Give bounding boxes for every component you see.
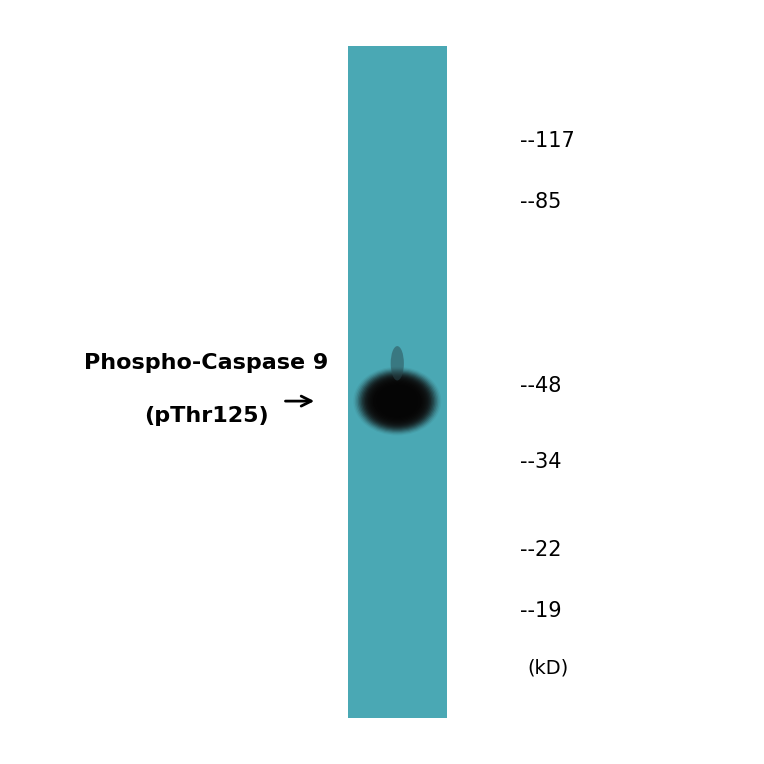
Text: --19: --19 [520,601,561,621]
Ellipse shape [372,381,422,421]
Ellipse shape [354,367,442,435]
Ellipse shape [377,385,418,417]
Ellipse shape [369,379,426,423]
Text: --48: --48 [520,376,561,396]
Ellipse shape [361,372,434,430]
Ellipse shape [374,383,421,419]
Text: --85: --85 [520,193,561,212]
Ellipse shape [390,346,404,380]
Ellipse shape [356,369,439,433]
Text: (pThr125): (pThr125) [144,406,269,426]
Ellipse shape [359,371,435,431]
Ellipse shape [364,374,431,428]
Ellipse shape [358,370,437,432]
Ellipse shape [367,377,428,426]
Text: (kD): (kD) [527,659,568,678]
Ellipse shape [378,386,416,416]
Ellipse shape [373,386,422,416]
Ellipse shape [354,367,440,435]
Ellipse shape [371,380,424,422]
Ellipse shape [381,388,413,414]
Text: --117: --117 [520,131,575,151]
Ellipse shape [380,387,415,415]
Ellipse shape [362,374,432,429]
Text: Phospho-Caspase 9: Phospho-Caspase 9 [84,353,329,373]
Text: --34: --34 [520,452,561,472]
Ellipse shape [365,376,429,426]
Text: --22: --22 [520,540,561,560]
Ellipse shape [375,384,419,419]
FancyBboxPatch shape [348,46,447,718]
Ellipse shape [368,378,426,424]
